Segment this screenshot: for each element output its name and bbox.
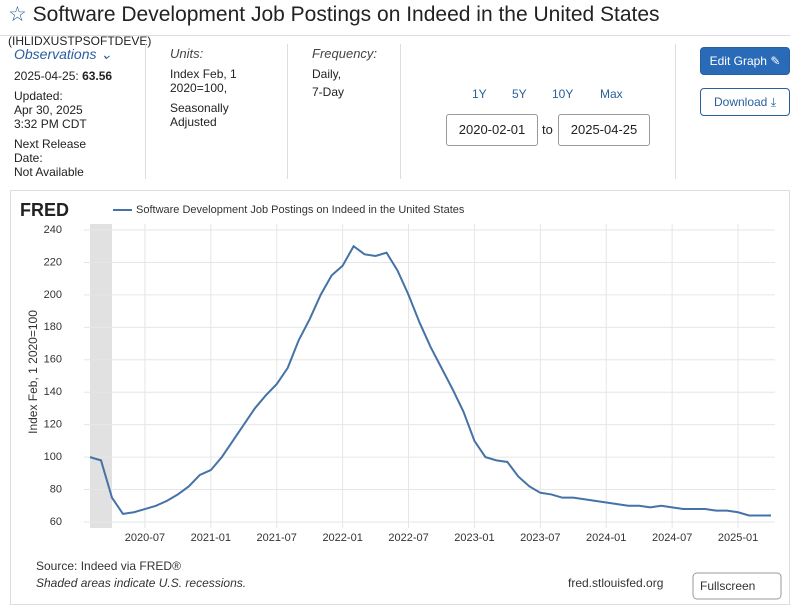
y-axis-label: Index Feb, 1 2020=100 bbox=[26, 310, 40, 434]
x-tick-label: 2021-01 bbox=[191, 532, 231, 544]
frequency-line: 7-Day bbox=[312, 85, 345, 99]
units-line: Adjusted bbox=[170, 115, 217, 129]
next-release: Not Available bbox=[14, 165, 84, 179]
to-label: to bbox=[542, 122, 553, 137]
star[interactable]: ☆ bbox=[8, 3, 27, 26]
edit-label: Edit Graph bbox=[709, 54, 767, 68]
y-tick-label: 100 bbox=[44, 451, 62, 463]
y-tick-label: 120 bbox=[44, 419, 62, 431]
y-tick-label: 80 bbox=[50, 483, 62, 495]
download-label: Download bbox=[713, 95, 768, 109]
series-line bbox=[89, 244, 771, 517]
obs-date: 2025-04-25: bbox=[14, 69, 79, 83]
units-label: Units: bbox=[170, 46, 204, 61]
y-tick-label: 240 bbox=[44, 224, 62, 236]
brand: FRED bbox=[20, 200, 69, 220]
observation: 2025-04-25: 63.56 bbox=[14, 69, 112, 83]
recession bbox=[90, 224, 112, 528]
y-tick-label: 160 bbox=[44, 354, 62, 366]
start-date[interactable]: 2020-02-01 bbox=[446, 114, 538, 146]
title: Software Development Job Postings on Ind… bbox=[32, 3, 660, 26]
range-button[interactable]: 1Y bbox=[472, 87, 487, 101]
separator bbox=[145, 44, 146, 179]
x-tick-label: 2025-01 bbox=[718, 532, 758, 544]
meta: Observations ⌄ 2025-04-25: 63.56 Updated… bbox=[14, 46, 112, 179]
divider bbox=[0, 35, 790, 36]
x-tick-label: 2023-07 bbox=[520, 532, 560, 544]
y-tick-label: 220 bbox=[44, 256, 62, 268]
x-tick-label: 2024-07 bbox=[652, 532, 692, 544]
updated-label: Updated: bbox=[14, 89, 63, 103]
y-tick-label: 200 bbox=[44, 289, 62, 301]
x-tick-label: 2022-07 bbox=[388, 532, 428, 544]
source: Source: Indeed via FRED® bbox=[36, 559, 181, 573]
note: Shaded areas indicate U.S. recessions. bbox=[36, 576, 246, 590]
x-tick-label: 2020-07 bbox=[125, 532, 165, 544]
edit-graph[interactable]: Edit Graph ✎ bbox=[700, 47, 790, 75]
header: ☆ Software Development Job Postings on I… bbox=[8, 2, 800, 51]
observations-label: Observations bbox=[14, 46, 97, 62]
chart: FRED Software Development Job Postings o… bbox=[10, 190, 790, 605]
frequency-line: Daily, bbox=[312, 67, 342, 81]
range-button[interactable]: 5Y bbox=[512, 87, 527, 101]
y-tick-label: 60 bbox=[50, 516, 62, 528]
observations-toggle[interactable]: Observations ⌄ bbox=[14, 46, 113, 62]
legend-label: Software Development Job Postings on Ind… bbox=[136, 204, 465, 216]
x-tick-label: 2021-07 bbox=[257, 532, 297, 544]
frequency-label: Frequency: bbox=[312, 46, 378, 61]
units-line: Index Feb, 1 bbox=[170, 67, 237, 81]
range-button[interactable]: Max bbox=[600, 87, 623, 101]
fullscreen-label: Fullscreen bbox=[700, 579, 755, 593]
separator bbox=[287, 44, 288, 179]
download[interactable]: Download ⤓ bbox=[700, 88, 790, 116]
site: fred.stlouisfed.org bbox=[568, 576, 663, 590]
frequency: Frequency: Daily, 7-Day bbox=[312, 46, 377, 99]
separator bbox=[675, 44, 676, 179]
x-tick-label: 2022-01 bbox=[322, 532, 362, 544]
range-button[interactable]: 10Y bbox=[552, 87, 574, 101]
series-id: (IHLIDXUSTPSOFTDEVE) bbox=[8, 34, 152, 48]
units: Units: Index Feb, 1 2020=100, Seasonally… bbox=[170, 46, 237, 129]
y-tick-label: 140 bbox=[44, 386, 62, 398]
fullscreen-button[interactable] bbox=[692, 572, 782, 600]
x-tick-label: 2023-01 bbox=[454, 532, 494, 544]
units-line: 2020=100, bbox=[170, 81, 228, 95]
updated: 3:32 PM CDT bbox=[14, 117, 87, 131]
y-tick-label: 180 bbox=[44, 321, 62, 333]
obs-value: 63.56 bbox=[82, 69, 113, 83]
end-date[interactable]: 2025-04-25 bbox=[558, 114, 650, 146]
chart-frame bbox=[10, 190, 790, 605]
next-release-label: Date: bbox=[14, 151, 43, 165]
x-tick-label: 2024-01 bbox=[586, 532, 626, 544]
next-release-label: Next Release bbox=[14, 137, 87, 151]
updated: Apr 30, 2025 bbox=[14, 103, 83, 117]
units-line: Seasonally bbox=[170, 101, 229, 115]
separator bbox=[400, 44, 401, 179]
